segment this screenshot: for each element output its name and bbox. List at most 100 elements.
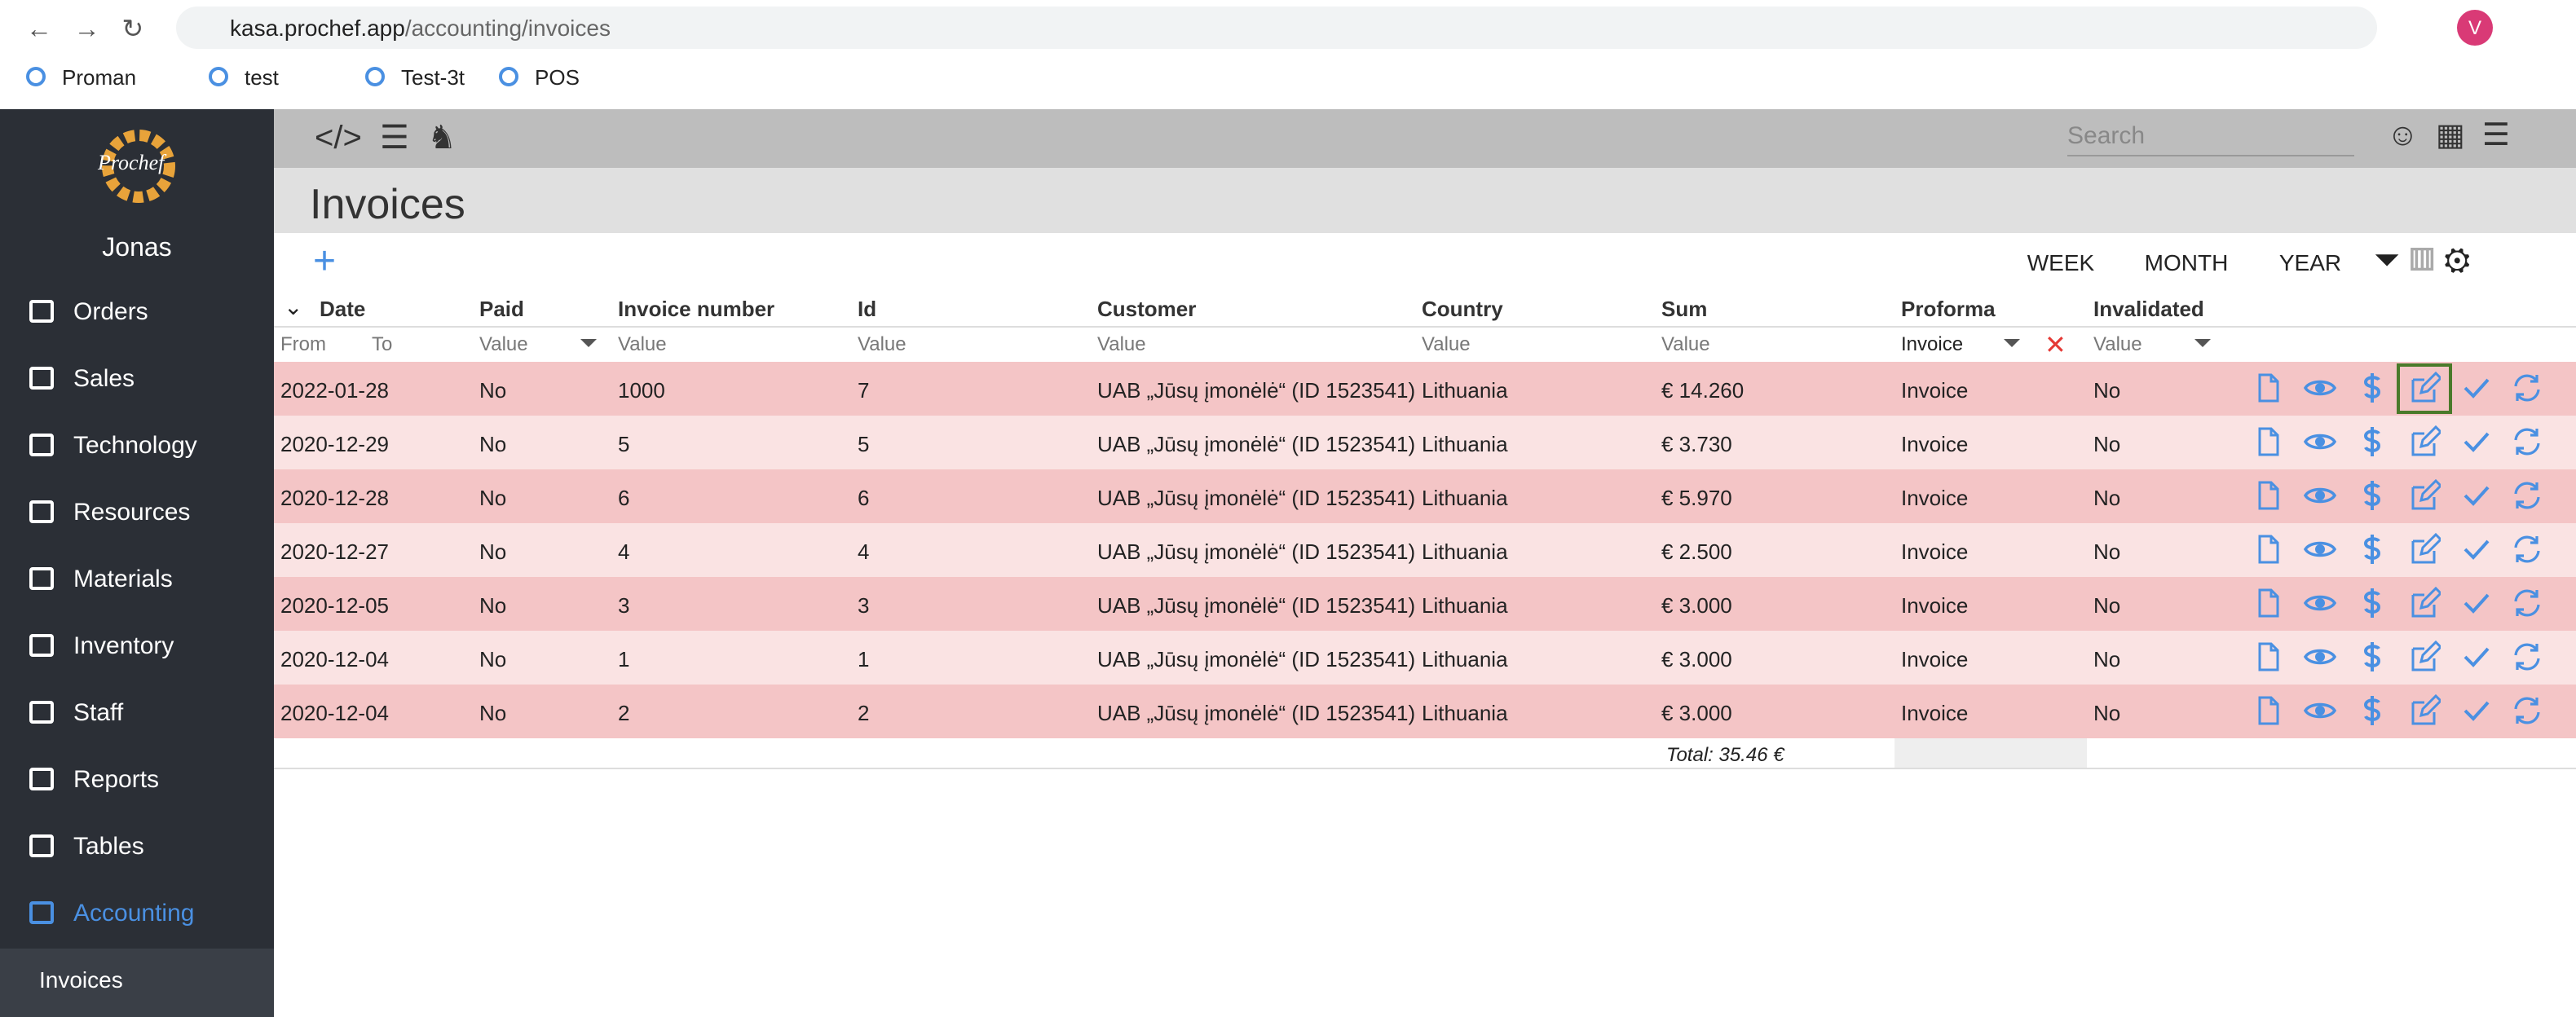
sort-chevron[interactable]: ⌄ [284, 293, 303, 319]
row-action-icon[interactable] [2460, 533, 2493, 566]
nav-icon[interactable] [29, 300, 54, 323]
column-header[interactable]: Proforma [1901, 297, 1996, 321]
bookmark[interactable]: Proman [62, 65, 137, 90]
row-action-icon[interactable] [2356, 694, 2389, 727]
row-action-icon[interactable] [2460, 641, 2493, 673]
bookmark[interactable]: test [245, 65, 279, 90]
filter-input[interactable]: To [372, 332, 393, 355]
dropdown-arrow[interactable] [2194, 339, 2211, 347]
bookmark-icon[interactable] [209, 67, 228, 86]
row-action-icon[interactable] [2356, 641, 2389, 673]
filter-input[interactable]: From [280, 332, 326, 355]
nav-icon[interactable] [29, 367, 54, 390]
chart-icon[interactable]: ▥ [2409, 243, 2436, 279]
table-row[interactable] [274, 523, 2576, 577]
dropdown-arrow[interactable] [2004, 339, 2020, 347]
row-action-icon[interactable] [2304, 425, 2336, 458]
filter-input[interactable]: Invoice [1901, 332, 1964, 355]
filter-input[interactable]: Value [1097, 332, 1146, 355]
table-row[interactable] [274, 469, 2576, 523]
table-row[interactable] [274, 685, 2576, 738]
filter-input[interactable]: Value [2093, 332, 2142, 355]
nav-item[interactable]: Inventory [73, 632, 174, 660]
bookmark-icon[interactable] [26, 67, 46, 86]
row-action-icon[interactable] [2408, 479, 2441, 512]
filter-input[interactable]: Value [858, 332, 906, 355]
row-action-icon[interactable] [2460, 425, 2493, 458]
search-input[interactable]: Search [2067, 122, 2354, 156]
nav-icon[interactable] [29, 500, 54, 523]
table-row[interactable] [274, 631, 2576, 685]
row-action-icon[interactable] [2511, 533, 2543, 566]
nav-item[interactable]: Tables [73, 833, 144, 861]
toolbar-icons[interactable]: ⏷ ▥ ⚙ [2374, 243, 2471, 279]
profile-avatar[interactable]: V [2457, 10, 2493, 46]
column-header[interactable]: Paid [479, 297, 524, 321]
nav-icon[interactable] [29, 834, 54, 857]
nav-item[interactable]: Staff [73, 699, 124, 727]
row-action-icon[interactable] [2304, 533, 2336, 566]
row-action-icon[interactable] [2304, 694, 2336, 727]
top-icons[interactable]: </> ☰ ♞ [315, 121, 457, 156]
row-action-icon[interactable] [2252, 479, 2284, 512]
row-action-icon[interactable] [2356, 587, 2389, 619]
nav-icon[interactable] [29, 634, 54, 657]
row-action-icon[interactable] [2252, 533, 2284, 566]
row-action-icon[interactable] [2408, 694, 2441, 727]
period-button[interactable]: WEEK [2027, 249, 2095, 275]
bookmark[interactable]: Test-3t [401, 65, 465, 90]
nav-item[interactable]: Reports [73, 766, 160, 794]
row-action-icon[interactable] [2356, 479, 2389, 512]
bookmark-icon[interactable] [365, 67, 385, 86]
table-row[interactable] [274, 577, 2576, 631]
row-action-icon[interactable] [2511, 587, 2543, 619]
dropdown-arrow[interactable] [580, 339, 597, 347]
row-action-icon[interactable] [2356, 372, 2389, 404]
table-row[interactable] [274, 362, 2576, 416]
filter-input[interactable]: Value [618, 332, 667, 355]
row-action-icon[interactable] [2408, 425, 2441, 458]
row-action-icon[interactable] [2460, 694, 2493, 727]
row-action-icon[interactable] [2408, 587, 2441, 619]
clear-filter[interactable]: ✕ [2044, 332, 2067, 360]
bookmark[interactable]: POS [535, 65, 580, 90]
row-action-icon[interactable] [2304, 372, 2336, 404]
row-action-icon[interactable] [2252, 641, 2284, 673]
column-header[interactable]: Invalidated [2093, 297, 2204, 321]
row-action-icon[interactable] [2460, 479, 2493, 512]
row-action-icon[interactable] [2252, 425, 2284, 458]
nav-item[interactable]: Technology [73, 432, 197, 460]
filter-input[interactable]: Value [1661, 332, 1710, 355]
row-action-icon[interactable] [2408, 533, 2441, 566]
subnav-item[interactable]: Invoices [39, 966, 123, 993]
row-action-icon[interactable] [2356, 533, 2389, 566]
bookmark-icon[interactable] [499, 67, 518, 86]
focus-outline[interactable] [2397, 363, 2452, 414]
table-row[interactable] [274, 416, 2576, 469]
add-button[interactable]: + [313, 240, 337, 284]
nav-buttons[interactable]: ← → ↻ [26, 16, 144, 44]
nav-icon[interactable] [29, 768, 54, 790]
row-action-icon[interactable] [2408, 372, 2441, 404]
nav-icon[interactable] [29, 434, 54, 456]
row-action-icon[interactable] [2252, 587, 2284, 619]
row-action-icon[interactable] [2304, 587, 2336, 619]
nav-item[interactable]: Orders [73, 298, 148, 326]
top-right-icons[interactable]: ☺ ▦ ☰ [2387, 119, 2510, 153]
row-action-icon[interactable] [2511, 641, 2543, 673]
row-action-icon[interactable] [2356, 425, 2389, 458]
nav-item[interactable]: Accounting [73, 900, 195, 927]
row-action-icon[interactable] [2252, 694, 2284, 727]
row-action-icon[interactable] [2252, 372, 2284, 404]
address-bar[interactable] [176, 7, 2377, 49]
nav-item[interactable]: Sales [73, 365, 135, 393]
nav-item[interactable]: Resources [73, 499, 191, 526]
column-header[interactable]: Sum [1661, 297, 1708, 321]
row-action-icon[interactable] [2511, 694, 2543, 727]
row-action-icon[interactable] [2511, 479, 2543, 512]
row-action-icon[interactable] [2511, 425, 2543, 458]
row-action-icon[interactable] [2511, 372, 2543, 404]
column-header[interactable]: Country [1422, 297, 1503, 321]
period-button[interactable]: MONTH [2144, 249, 2229, 275]
nav-item[interactable]: Materials [73, 566, 173, 593]
